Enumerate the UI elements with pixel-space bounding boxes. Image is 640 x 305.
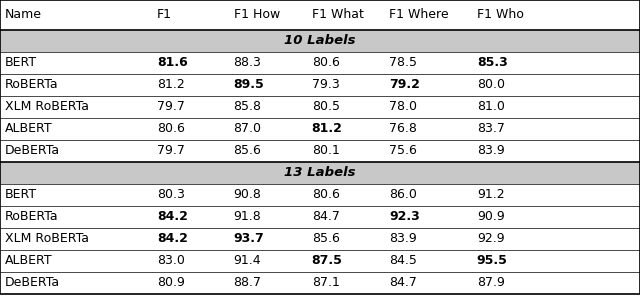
Text: 91.4: 91.4 (234, 254, 261, 267)
Text: 85.8: 85.8 (234, 101, 262, 113)
Text: 79.3: 79.3 (312, 78, 339, 92)
Text: 80.0: 80.0 (477, 78, 505, 92)
Text: 80.3: 80.3 (157, 188, 185, 202)
Text: 84.7: 84.7 (389, 277, 417, 289)
Bar (0, 206, 640, 228)
Text: 88.3: 88.3 (234, 56, 262, 70)
Text: 81.0: 81.0 (477, 101, 505, 113)
Text: 80.5: 80.5 (312, 101, 340, 113)
Text: 80.6: 80.6 (312, 188, 340, 202)
Text: 87.5: 87.5 (312, 254, 342, 267)
Bar (0, 272, 640, 294)
Bar (0, 74, 640, 96)
Text: Name: Name (5, 9, 42, 21)
Text: 83.9: 83.9 (477, 145, 504, 157)
Text: 89.5: 89.5 (234, 78, 264, 92)
Bar (0, 118, 640, 140)
Text: 85.6: 85.6 (234, 145, 262, 157)
Text: 81.2: 81.2 (312, 123, 342, 135)
Text: 79.7: 79.7 (157, 101, 185, 113)
Text: 91.8: 91.8 (234, 210, 261, 224)
Text: ALBERT: ALBERT (5, 254, 52, 267)
Text: 84.7: 84.7 (312, 210, 340, 224)
Text: 84.5: 84.5 (389, 254, 417, 267)
Text: F1 Who: F1 Who (477, 9, 524, 21)
Text: 10 Labels: 10 Labels (284, 34, 356, 48)
Text: XLM RoBERTa: XLM RoBERTa (5, 232, 89, 246)
Bar (0, 140, 640, 162)
Bar (0, 0, 640, 30)
Text: 86.0: 86.0 (389, 188, 417, 202)
Text: 85.3: 85.3 (477, 56, 508, 70)
Text: 76.8: 76.8 (389, 123, 417, 135)
Text: 84.2: 84.2 (157, 210, 188, 224)
Text: 80.6: 80.6 (157, 123, 185, 135)
Text: 78.5: 78.5 (389, 56, 417, 70)
Text: F1 What: F1 What (312, 9, 364, 21)
Bar (0, 30, 640, 52)
Text: 75.6: 75.6 (389, 145, 417, 157)
Text: 93.7: 93.7 (234, 232, 264, 246)
Text: F1: F1 (157, 9, 172, 21)
Text: 13 Labels: 13 Labels (284, 167, 356, 180)
Bar (0, 96, 640, 118)
Text: 88.7: 88.7 (234, 277, 262, 289)
Text: 87.1: 87.1 (312, 277, 340, 289)
Text: BERT: BERT (5, 188, 37, 202)
Text: RoBERTa: RoBERTa (5, 210, 59, 224)
Text: 81.6: 81.6 (157, 56, 188, 70)
Text: 79.7: 79.7 (157, 145, 185, 157)
Text: ALBERT: ALBERT (5, 123, 52, 135)
Text: 80.1: 80.1 (312, 145, 340, 157)
Text: DeBERTa: DeBERTa (5, 277, 60, 289)
Text: 83.0: 83.0 (157, 254, 185, 267)
Text: XLM RoBERTa: XLM RoBERTa (5, 101, 89, 113)
Text: 83.9: 83.9 (389, 232, 417, 246)
Text: 90.8: 90.8 (234, 188, 262, 202)
Bar (0, 52, 640, 74)
Text: 84.2: 84.2 (157, 232, 188, 246)
Bar (0, 228, 640, 250)
Text: 87.0: 87.0 (234, 123, 262, 135)
Text: DeBERTa: DeBERTa (5, 145, 60, 157)
Text: BERT: BERT (5, 56, 37, 70)
Text: 95.5: 95.5 (477, 254, 508, 267)
Text: 80.9: 80.9 (157, 277, 185, 289)
Text: 83.7: 83.7 (477, 123, 505, 135)
Bar (0, 250, 640, 272)
Text: 79.2: 79.2 (389, 78, 420, 92)
Text: F1 How: F1 How (234, 9, 280, 21)
Text: 92.3: 92.3 (389, 210, 420, 224)
Text: F1 Where: F1 Where (389, 9, 449, 21)
Text: 90.9: 90.9 (477, 210, 504, 224)
Bar (0, 162, 640, 184)
Text: 85.6: 85.6 (312, 232, 340, 246)
Text: 78.0: 78.0 (389, 101, 417, 113)
Text: RoBERTa: RoBERTa (5, 78, 59, 92)
Text: 81.2: 81.2 (157, 78, 184, 92)
Text: 91.2: 91.2 (477, 188, 504, 202)
Text: 92.9: 92.9 (477, 232, 504, 246)
Bar (0, 184, 640, 206)
Text: 80.6: 80.6 (312, 56, 340, 70)
Text: 87.9: 87.9 (477, 277, 505, 289)
